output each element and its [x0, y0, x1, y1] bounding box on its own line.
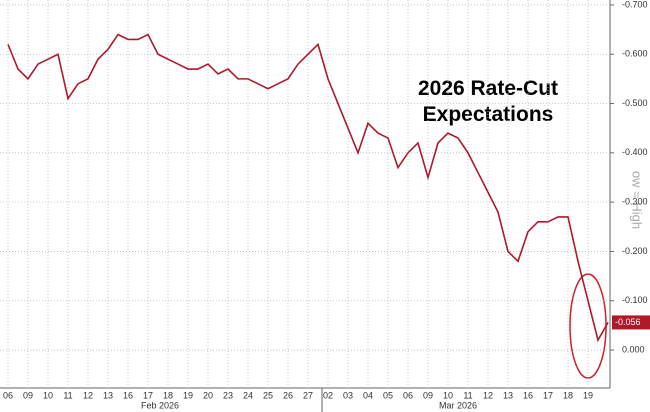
- x-tick-label: 10: [43, 390, 53, 400]
- y-tick-label: -0.100: [622, 295, 648, 305]
- x-tick-label: 17: [143, 390, 153, 400]
- x-tick-label: 25: [263, 390, 273, 400]
- axis-note: ow = High: [630, 171, 645, 229]
- x-tick-label: 16: [523, 390, 533, 400]
- chart-title-line: 2026 Rate-Cut Expectations: [418, 77, 558, 126]
- month-label: Feb 2026: [141, 400, 179, 410]
- x-tick-label: 19: [583, 390, 593, 400]
- x-tick-label: 06: [3, 390, 13, 400]
- x-tick-label: 26: [283, 390, 293, 400]
- x-tick-label: 18: [563, 390, 573, 400]
- x-tick-label: 13: [103, 390, 113, 400]
- x-tick-label: 11: [463, 390, 472, 400]
- series-line: [7, 33, 609, 343]
- x-tick-label: 17: [543, 390, 553, 400]
- x-tick-label: 13: [503, 390, 513, 400]
- month-label: Mar 2026: [439, 400, 477, 410]
- y-tick-label: 0.000: [622, 344, 645, 354]
- x-tick-label: 12: [483, 390, 493, 400]
- x-tick-label: 18: [163, 390, 173, 400]
- x-tick-label: 11: [63, 390, 72, 400]
- x-tick-label: 02: [323, 390, 333, 400]
- x-tick-label: 16: [123, 390, 133, 400]
- x-tick-label: 12: [83, 390, 93, 400]
- x-tick-label: 09: [23, 390, 33, 400]
- last-value-label: -0.056: [615, 317, 641, 327]
- y-tick-label: -0.500: [622, 98, 648, 108]
- x-tick-label: 24: [243, 390, 253, 400]
- title-part: 2026 Rate-Cut: [418, 77, 558, 100]
- y-tick-label: -0.300: [622, 197, 648, 207]
- x-tick-label: 05: [383, 390, 393, 400]
- x-tick-label: 06: [403, 390, 413, 400]
- y-tick-label: -0.700: [622, 0, 648, 9]
- x-tick-label: 04: [363, 390, 373, 400]
- x-tick-label: 23: [223, 390, 233, 400]
- y-tick-label: -0.200: [622, 246, 648, 256]
- x-tick-label: 03: [343, 390, 353, 400]
- last-value-box: [612, 315, 650, 330]
- x-tick-label: 20: [203, 390, 213, 400]
- y-tick-label: -0.400: [622, 147, 648, 157]
- x-tick-label: 27: [303, 390, 313, 400]
- x-tick-label: 10: [443, 390, 453, 400]
- x-tick-label: 19: [183, 390, 193, 400]
- y-tick-label: -0.600: [622, 49, 648, 59]
- x-tick-label: 09: [423, 390, 433, 400]
